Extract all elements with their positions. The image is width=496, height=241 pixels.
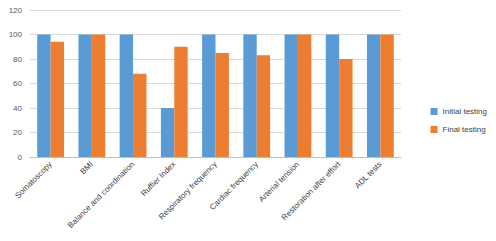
svg-text:Cardiac frequency: Cardiac frequency <box>208 160 260 212</box>
svg-text:20: 20 <box>13 128 22 137</box>
svg-text:80: 80 <box>13 55 22 64</box>
svg-text:Arterial tension: Arterial tension <box>257 160 301 204</box>
svg-text:Restoration after effort: Restoration after effort <box>280 159 343 222</box>
svg-text:BMI: BMI <box>79 160 95 176</box>
svg-text:ADL tests: ADL tests <box>353 160 384 191</box>
svg-text:40: 40 <box>13 104 22 113</box>
svg-text:100: 100 <box>9 30 23 39</box>
svg-text:Final testing: Final testing <box>443 125 486 134</box>
svg-text:Initial testing: Initial testing <box>443 107 487 116</box>
svg-text:0: 0 <box>18 153 23 162</box>
svg-text:Balance and coordination: Balance and coordination <box>66 160 136 230</box>
svg-text:60: 60 <box>13 79 22 88</box>
svg-text:Ruffier Index: Ruffier Index <box>139 160 177 198</box>
svg-text:Respiratory frequency: Respiratory frequency <box>157 160 219 222</box>
svg-text:120: 120 <box>9 6 23 15</box>
svg-text:Somatoscopy: Somatoscopy <box>13 160 54 201</box>
